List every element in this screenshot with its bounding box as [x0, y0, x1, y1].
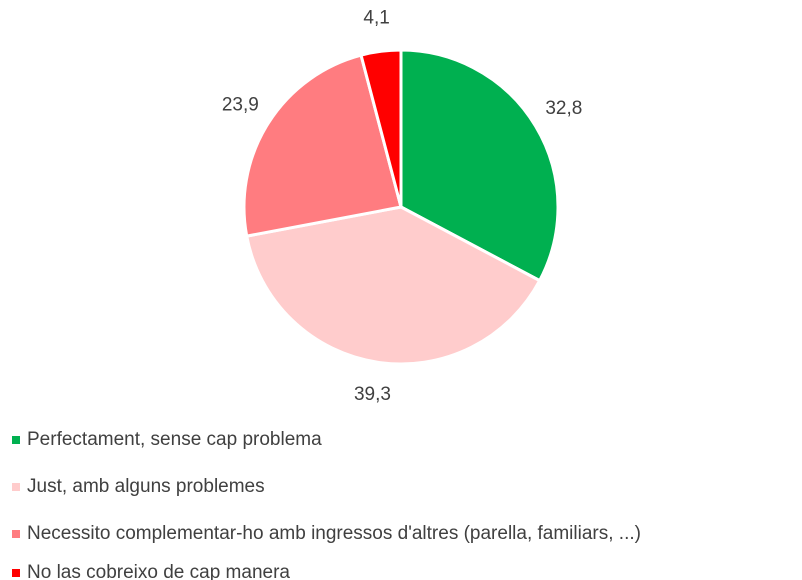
pie-slice — [242, 53, 403, 238]
legend-label: Necessito complementar-ho amb ingressos … — [27, 523, 641, 544]
pie-slice — [399, 48, 560, 283]
pie-slice — [359, 48, 403, 209]
legend-swatch — [12, 530, 20, 538]
data-label: 4,1 — [363, 8, 389, 29]
data-label: 39,3 — [354, 384, 391, 405]
legend-label: Perfectament, sense cap problema — [27, 429, 322, 450]
pie-slice — [245, 205, 542, 366]
data-label: 23,9 — [222, 95, 259, 116]
data-label: 32,8 — [545, 98, 582, 119]
legend-label: Just, amb alguns problemes — [27, 476, 265, 497]
legend-label: No las cobreixo de cap manera — [27, 562, 290, 580]
legend-swatch — [12, 569, 20, 577]
legend-swatch — [12, 483, 20, 491]
legend-swatch — [12, 436, 20, 444]
